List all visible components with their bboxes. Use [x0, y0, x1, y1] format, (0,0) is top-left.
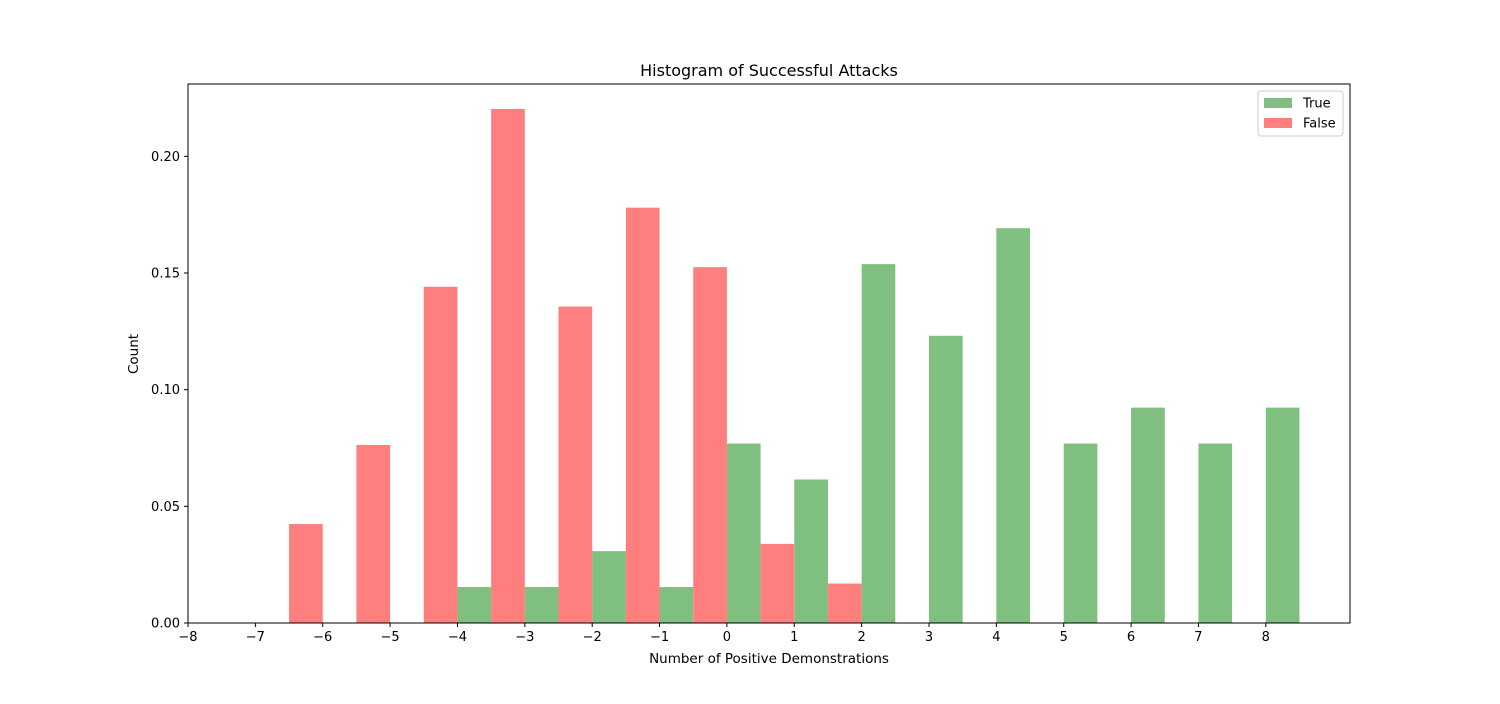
bar-true-3 [928, 335, 963, 623]
y-tick-label: 0.10 [151, 383, 180, 398]
x-tick-label: 5 [1060, 630, 1068, 645]
x-tick-label: −5 [381, 630, 400, 645]
bar-true-6 [1131, 407, 1165, 623]
x-tick-label: −6 [313, 630, 332, 645]
legend: True False [1257, 90, 1344, 137]
legend-swatch-false [1264, 118, 1292, 128]
x-tick-label: 4 [992, 630, 1000, 645]
x-tick-label: 8 [1262, 630, 1270, 645]
bar-true-5 [1063, 443, 1098, 623]
x-tick-label: 1 [790, 630, 798, 645]
y-tick-label: 0.15 [151, 267, 180, 282]
x-tick-label: 3 [925, 630, 933, 645]
x-tick-label: 0 [723, 630, 731, 645]
legend-label-true: True [1302, 97, 1331, 112]
bar-false--3 [491, 108, 525, 623]
bar-true-1 [794, 479, 828, 623]
y-tick-label: 0.05 [151, 500, 180, 515]
bar-false-2 [827, 583, 862, 623]
bar-false--4 [423, 286, 458, 623]
legend-label-false: False [1303, 117, 1336, 132]
y-tick-label: 0.00 [151, 617, 180, 632]
bar-true--2 [592, 551, 626, 623]
bar-true-8 [1265, 407, 1300, 623]
plot-frame [187, 83, 1351, 624]
y-axis-label: Count [126, 334, 142, 374]
bar-true--3 [524, 587, 559, 623]
x-tick-label: −1 [650, 630, 669, 645]
bar-true-7 [1198, 443, 1233, 623]
axes-layer: −8 −7 −6 −5 −4 −3 −2 −1 0 1 2 3 4 5 6 7 8 0.00 0.05 0.10 0.1… [151, 83, 1351, 645]
x-tick-label: 2 [857, 630, 865, 645]
x-tick-label: 6 [1127, 630, 1135, 645]
x-tick-label: −7 [246, 630, 265, 645]
x-tick-label: −4 [448, 630, 467, 645]
x-axis-label: Number of Positive Demonstrations [649, 651, 889, 667]
bar-false-1 [760, 543, 795, 623]
bar-false--5 [356, 444, 391, 623]
y-tick-label: 0.20 [151, 150, 180, 165]
bar-true-0 [726, 443, 761, 623]
x-tick-label: −3 [515, 630, 534, 645]
bar-false--1 [625, 207, 660, 623]
chart-title: Histogram of Successful Attacks [640, 61, 898, 80]
bar-true--1 [659, 587, 694, 623]
bar-true-4 [996, 228, 1031, 623]
legend-swatch-true [1264, 98, 1292, 108]
bars-layer [289, 108, 1300, 623]
bar-true-2 [861, 264, 896, 623]
x-tick-label: −2 [583, 630, 602, 645]
bar-true--4 [457, 587, 492, 623]
bar-false-0 [693, 267, 727, 623]
x-tick-label: 7 [1194, 630, 1202, 645]
bar-false--2 [558, 306, 593, 623]
x-tick-label: −8 [178, 630, 197, 645]
bar-false--6 [289, 524, 323, 623]
